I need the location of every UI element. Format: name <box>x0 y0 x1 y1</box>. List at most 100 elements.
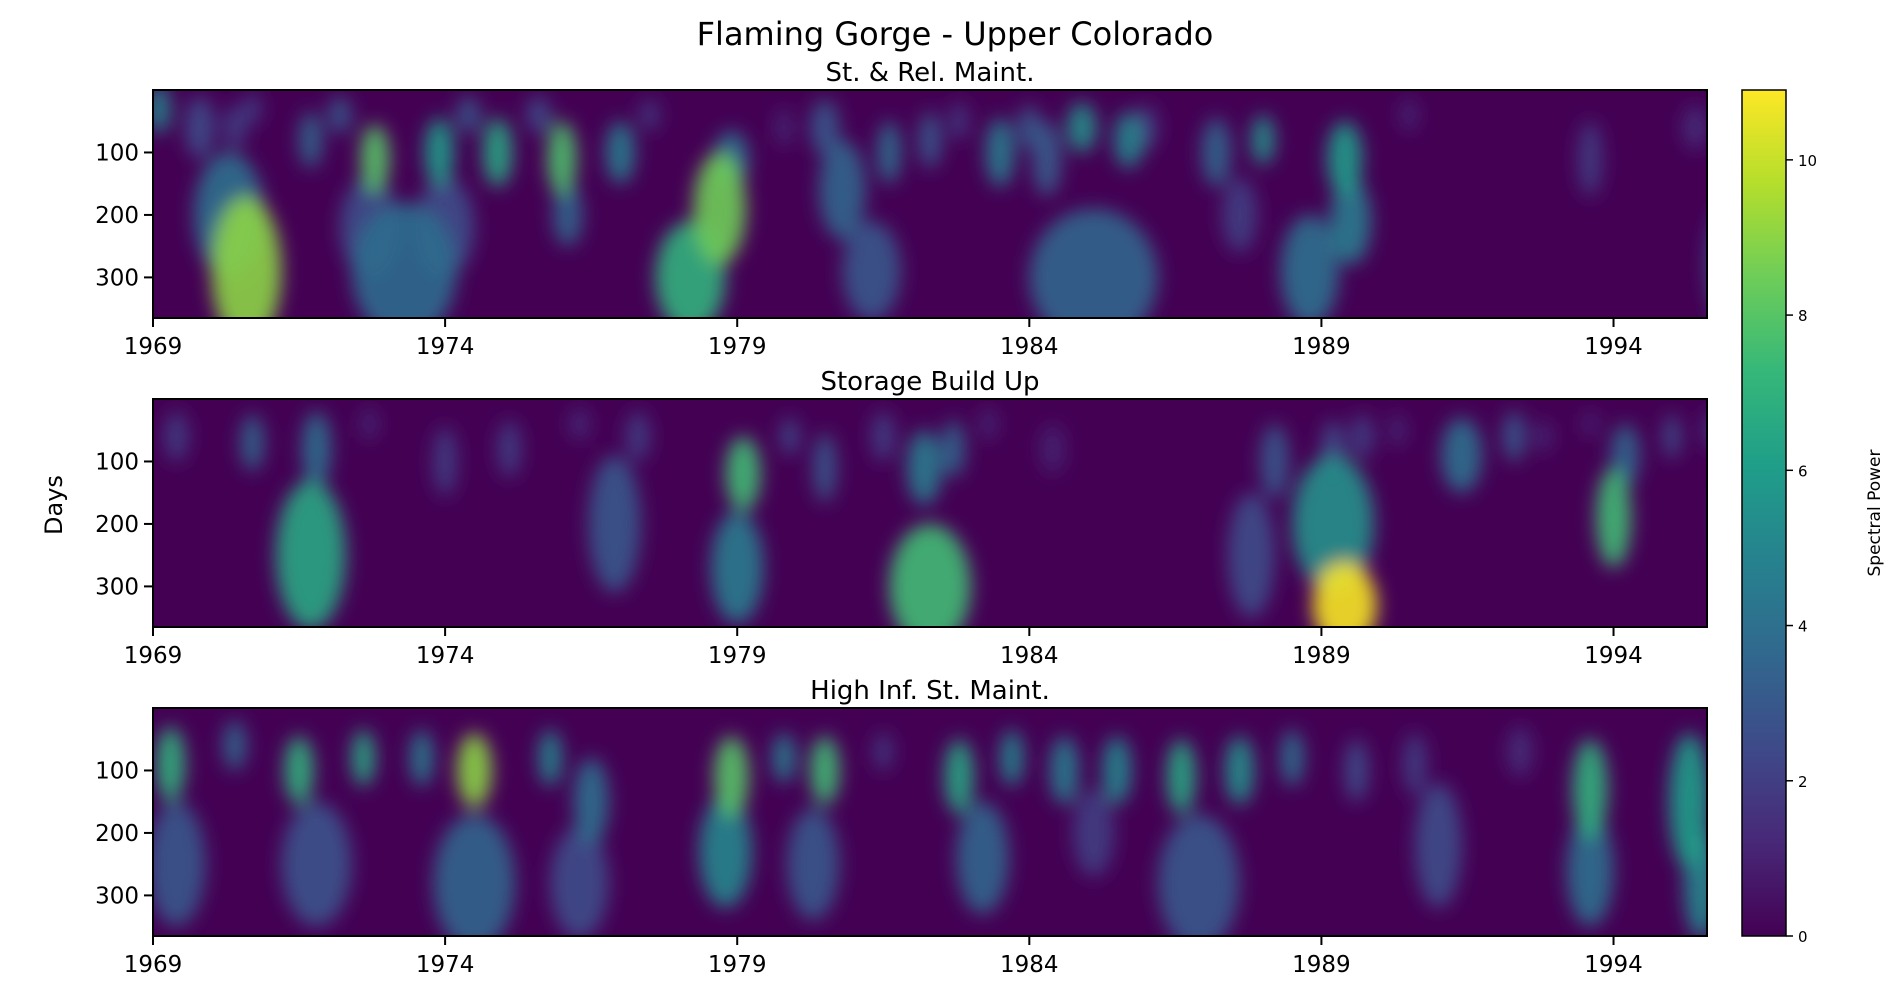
heatmap-cell <box>985 118 1015 187</box>
heatmap-cell <box>284 736 314 805</box>
heatmap-cell <box>1041 423 1065 474</box>
x-tick-label: 1974 <box>416 952 475 978</box>
heatmap-cell <box>842 221 901 318</box>
colorbar-tick-label: 0 <box>1798 928 1808 946</box>
heatmap-cell <box>725 436 761 512</box>
y-tick-label: 100 <box>95 758 139 784</box>
heatmap-cell <box>1029 208 1158 318</box>
y-tick-label: 100 <box>95 140 139 166</box>
heatmap-cell <box>1280 729 1304 787</box>
heatmap-cell <box>526 96 551 134</box>
figure-title: Flaming Gorge - Upper Colorado <box>697 15 1214 53</box>
heatmap-cell <box>776 108 791 147</box>
heatmap-cell <box>1260 423 1290 499</box>
colorbar-tick-label: 2 <box>1798 773 1808 791</box>
heatmap-cell <box>1073 789 1115 877</box>
heatmap-cell <box>223 720 247 771</box>
heatmap-cell <box>1578 121 1602 197</box>
heatmap-cell <box>164 411 189 462</box>
heatmap-cell <box>605 121 635 184</box>
heatmap-cell <box>328 96 352 134</box>
colorbar-tick-label: 8 <box>1798 307 1808 325</box>
heatmap-cell <box>1508 726 1532 777</box>
heatmap-cell <box>941 420 966 478</box>
heatmap-cell <box>553 183 583 247</box>
heatmap-cell <box>1414 782 1462 908</box>
heatmap-cell <box>360 124 390 194</box>
heatmap-cell <box>351 729 375 787</box>
heatmap-cell <box>918 111 942 169</box>
colorbar-tick-label: 4 <box>1798 618 1808 636</box>
x-tick-label: 1969 <box>124 643 183 669</box>
x-tick-label: 1969 <box>124 952 183 978</box>
heatmap-cell <box>1584 411 1597 437</box>
panels: St. & Rel. Maint. 1969 1974 1979 1984 1989 199… <box>95 58 1859 978</box>
heatmap-cells <box>153 90 1859 318</box>
heatmap-cell <box>351 202 457 318</box>
heatmap-cell <box>710 511 764 624</box>
heatmap-cell <box>1390 414 1405 446</box>
panel-title: High Inf. St. Maint. <box>810 676 1050 706</box>
heatmap-cell <box>456 96 481 134</box>
heatmap-cell <box>810 736 840 805</box>
heatmap-cell <box>1596 467 1632 568</box>
x-tick-label: 1984 <box>1000 334 1059 360</box>
heatmap-panel-2: Storage Build Up 1969 1974 1979 1984 1989 1994… <box>95 367 1708 669</box>
y-tick-label: 200 <box>95 203 139 229</box>
colorbar-gradient <box>1741 89 1787 937</box>
heatmap-cell <box>1795 106 1818 150</box>
x-tick-label: 1969 <box>124 334 183 360</box>
heatmap-cell <box>1312 561 1377 627</box>
heatmap-cell <box>1280 214 1339 318</box>
heatmap-cell <box>281 801 352 927</box>
heatmap-cell <box>772 732 796 783</box>
heatmap-cell <box>497 420 522 478</box>
heatmap-cell <box>1536 420 1551 453</box>
heatmap-cell <box>950 102 968 140</box>
panel-title: St. & Rel. Maint. <box>826 58 1035 88</box>
heatmap-cell <box>810 99 840 156</box>
heatmap-cell <box>1251 114 1275 165</box>
y-tick-label: 200 <box>95 512 139 538</box>
heatmap-cell <box>570 408 589 440</box>
x-tick-label: 1989 <box>1292 952 1351 978</box>
heatmap-cell <box>424 118 454 187</box>
heatmap-cell <box>1166 739 1196 815</box>
heatmap-cell <box>1836 109 1859 146</box>
heatmap-cell <box>1102 736 1132 805</box>
heatmap-cell <box>1000 729 1024 787</box>
heatmap-cell <box>1067 102 1097 153</box>
y-tick-label: 100 <box>95 449 139 475</box>
heatmap-panel-1: St. & Rel. Maint. 1969 1974 1979 1984 1989 199… <box>95 58 1859 360</box>
heatmap-cell <box>1114 111 1144 169</box>
heatmap-cell <box>1330 177 1372 265</box>
heatmap-cell <box>626 411 650 462</box>
heatmap-cell <box>889 523 971 627</box>
heatmap-cell <box>786 807 840 921</box>
heatmap-cell <box>1292 455 1374 593</box>
heatmap-cell <box>1669 733 1707 871</box>
x-tick-label: 1989 <box>1292 643 1351 669</box>
heatmap-cell <box>275 480 346 627</box>
y-tick-label: 200 <box>95 821 139 847</box>
heatmap-cell <box>781 417 799 456</box>
heatmap-cell <box>433 427 457 496</box>
heatmap-cell <box>538 729 562 787</box>
heatmap-cell <box>813 433 837 503</box>
x-tick-label: 1984 <box>1000 643 1059 669</box>
heatmap-cell <box>1049 736 1079 805</box>
x-tick-label: 1989 <box>1292 334 1351 360</box>
heatmap-cell <box>240 414 264 471</box>
heatmap-cell <box>483 118 513 187</box>
y-tick-label: 300 <box>95 574 139 600</box>
heatmap-cell <box>1663 414 1681 459</box>
heatmap-cells <box>153 720 1707 936</box>
heatmap-cell <box>573 757 609 846</box>
x-tick-label: 1979 <box>708 334 767 360</box>
heatmap-cell <box>588 455 641 593</box>
plot-frame <box>152 707 1708 937</box>
plot-frame <box>152 398 1708 628</box>
heatmap-cell <box>1402 99 1417 131</box>
heatmap-cell <box>299 111 323 169</box>
